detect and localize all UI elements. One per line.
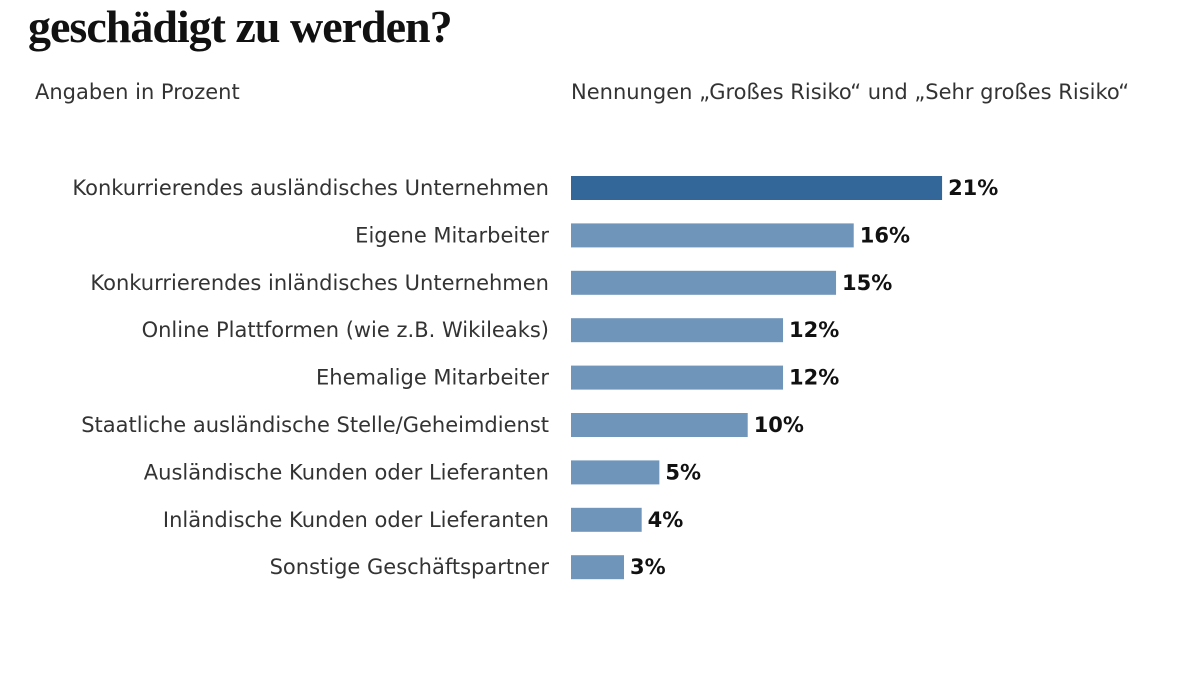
data-label: 12% <box>789 318 839 342</box>
category-label: Ausländische Kunden oder Lieferanten <box>144 460 549 484</box>
category-label: Staatliche ausländische Stelle/Geheimdie… <box>81 413 549 437</box>
bar <box>571 223 854 248</box>
bar <box>571 365 784 390</box>
data-label: 5% <box>665 460 701 484</box>
category-label: Online Plattformen (wie z.B. Wikileaks) <box>142 318 549 342</box>
category-label: Ehemalige Mitarbeiter <box>316 366 549 390</box>
bar <box>571 318 784 343</box>
data-label: 12% <box>789 366 839 390</box>
bar <box>571 555 625 580</box>
category-label: Konkurrierendes inländisches Unternehmen <box>90 271 549 295</box>
bar <box>571 507 642 532</box>
category-label: Konkurrierendes ausländisches Unternehme… <box>72 176 549 200</box>
category-label: Inländische Kunden oder Lieferanten <box>163 508 549 532</box>
bar <box>571 176 943 200</box>
data-label: 15% <box>842 271 892 295</box>
bar <box>571 413 748 437</box>
data-label: 21% <box>948 176 998 200</box>
bar <box>571 270 837 295</box>
category-label: Sonstige Geschäftspartner <box>270 555 550 579</box>
bar <box>571 460 660 485</box>
subtitle-unit: Angaben in Prozent <box>35 80 240 104</box>
category-label: Eigene Mitarbeiter <box>355 223 549 247</box>
data-label: 3% <box>630 555 666 579</box>
data-label: 16% <box>860 223 910 247</box>
data-label: 4% <box>648 508 684 532</box>
chart-title: geschädigt zu werden? <box>28 1 453 52</box>
data-label: 10% <box>754 413 804 437</box>
subtitle-measure: Nennungen „Großes Risiko“ und „Sehr groß… <box>571 80 1130 104</box>
